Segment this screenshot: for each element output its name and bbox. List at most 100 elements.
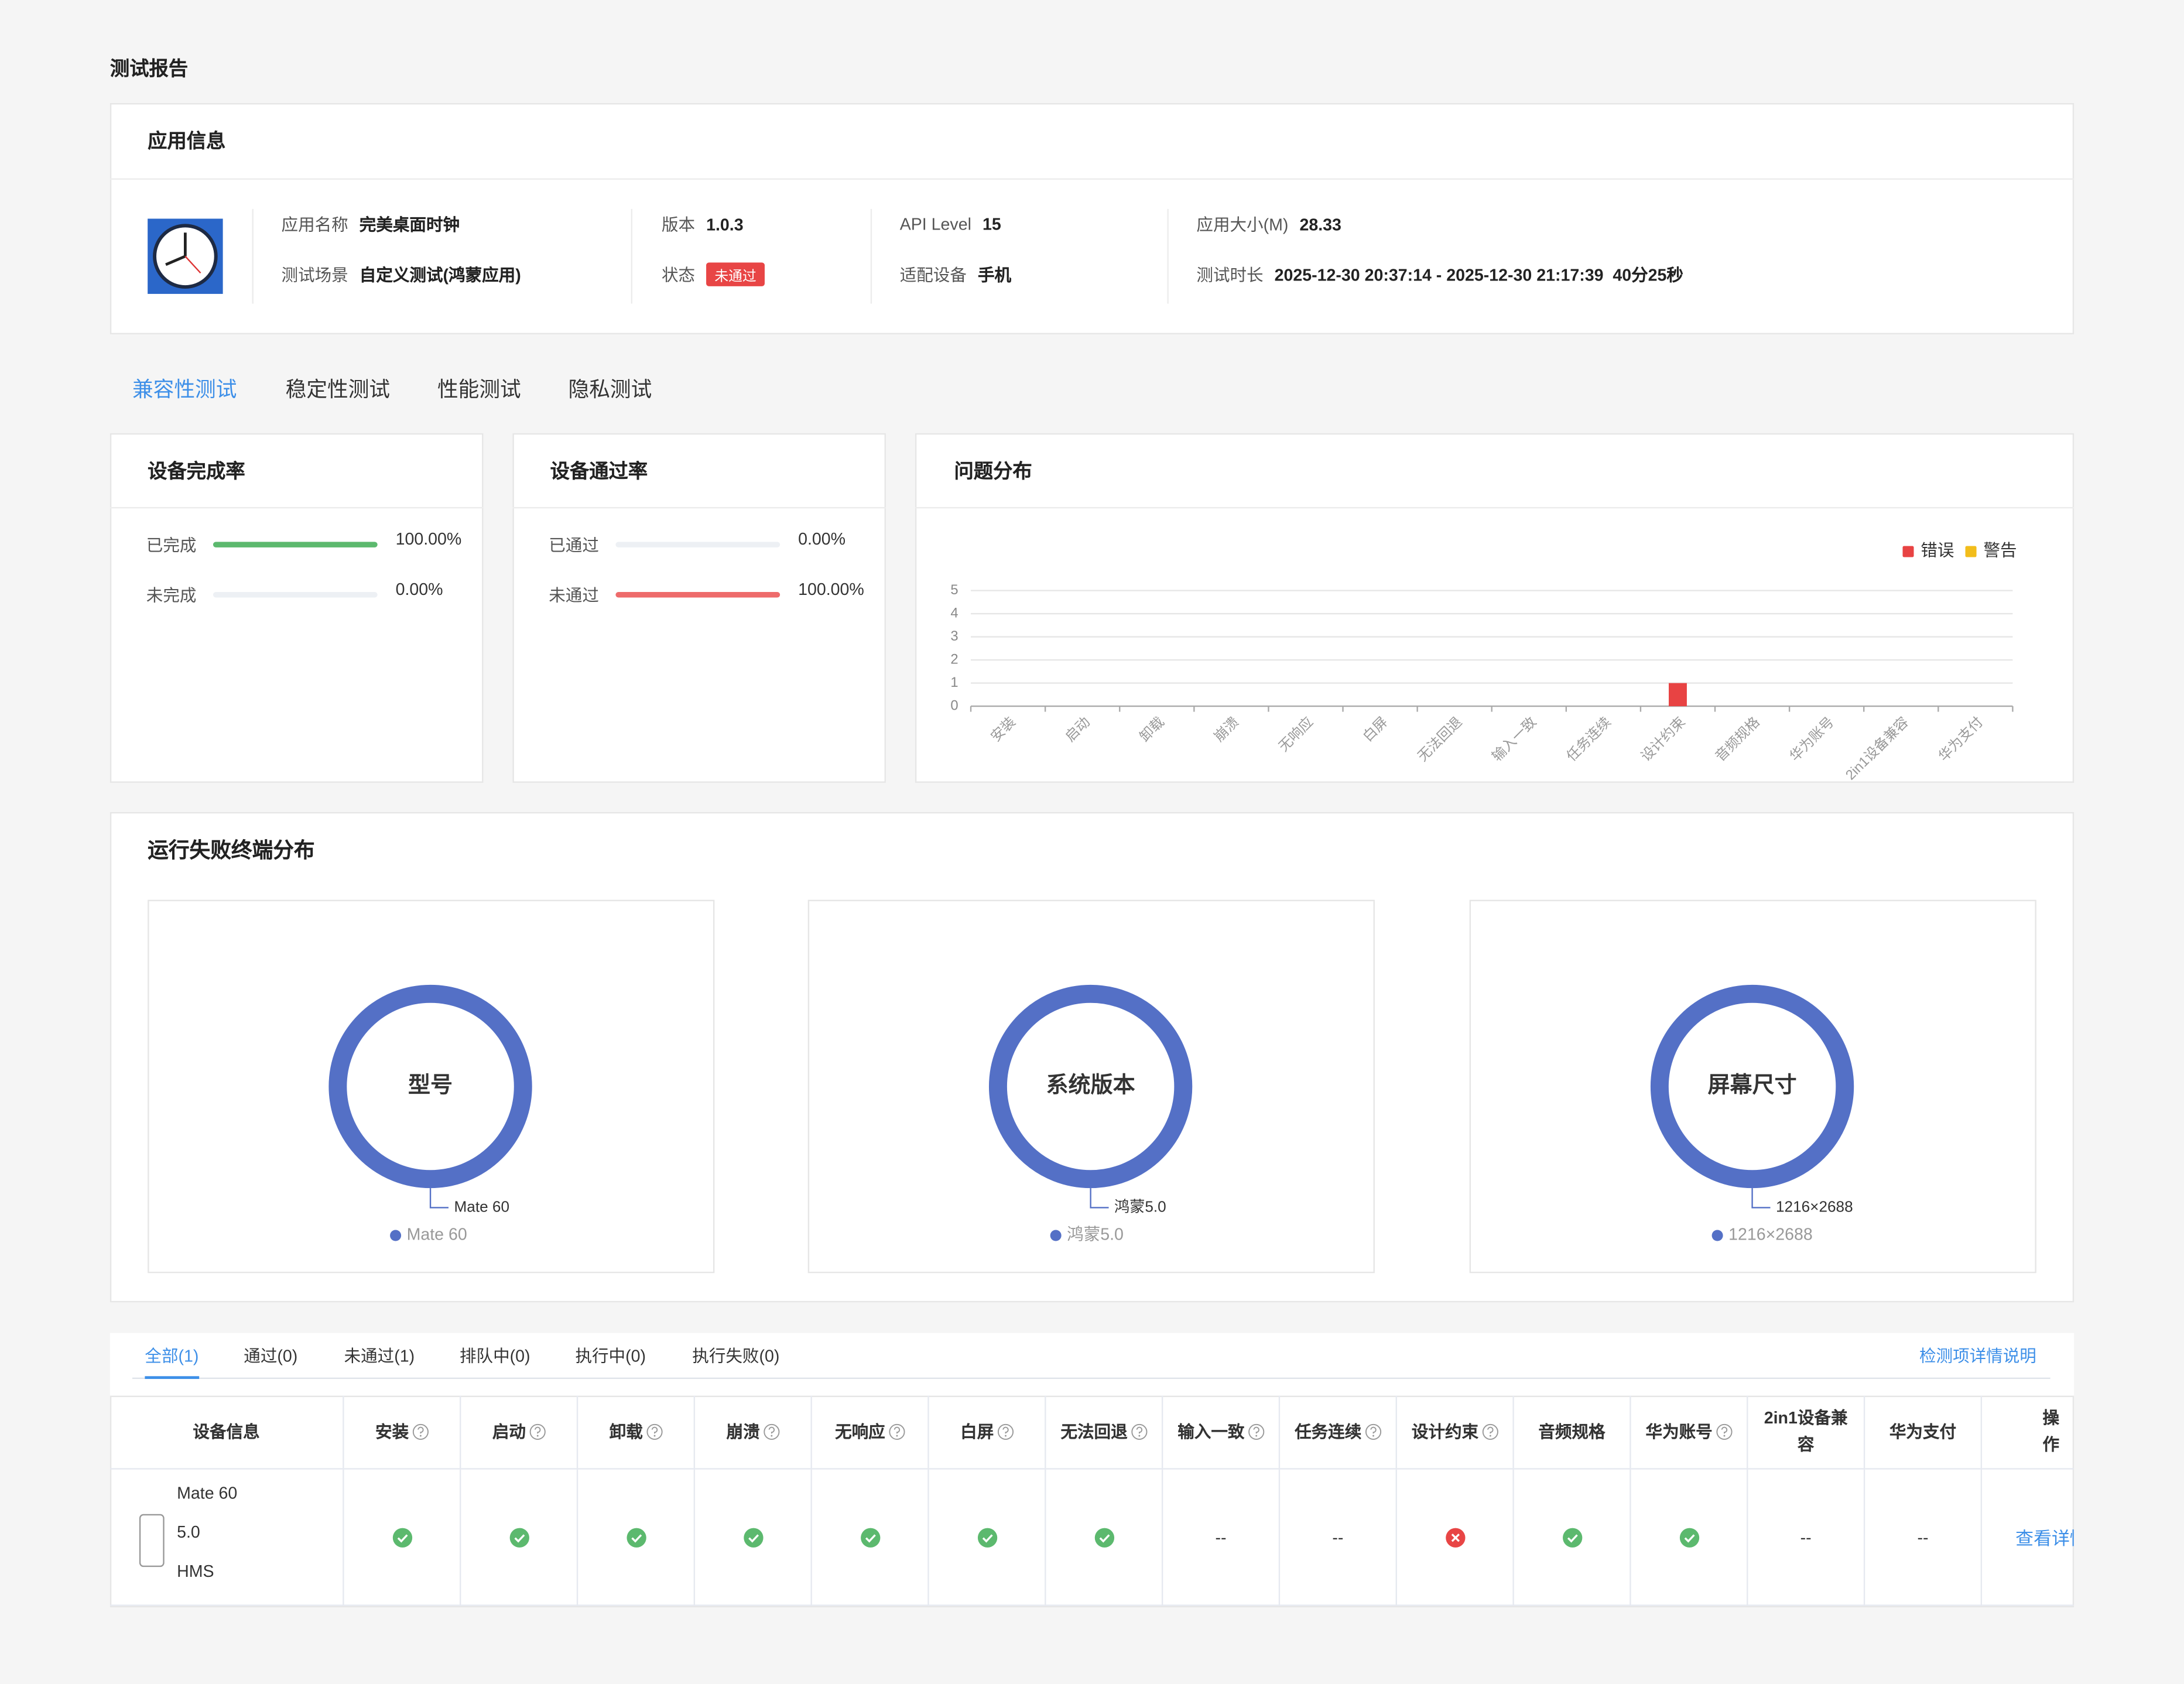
column-header: 输入一致: [1177, 1421, 1245, 1441]
column-header: 白屏: [960, 1421, 994, 1441]
section-title: 运行失败终端分布: [148, 839, 315, 863]
help-dot: [895, 1435, 898, 1437]
field-value: 1.0.3: [706, 214, 744, 234]
table-cell: 2in1设备兼容: [1748, 1395, 1865, 1470]
field-label: 版本: [661, 215, 696, 235]
filter-tab[interactable]: 执行中(0): [575, 1346, 646, 1366]
icon: [860, 1527, 880, 1547]
help-mark: [1370, 1426, 1376, 1434]
table-cell: --: [1280, 1469, 1397, 1606]
table-cell: [578, 1469, 696, 1606]
help-mark: [893, 1426, 899, 1434]
status-glyph: [864, 1534, 875, 1542]
column-header: 2in1设备兼容: [1764, 1408, 1848, 1454]
card: [109, 433, 484, 783]
info-field: 应用大小(M) 28.33: [1196, 213, 1341, 236]
icon: [1364, 1423, 1381, 1440]
divider: [252, 208, 254, 304]
table-cell: 白屏: [929, 1395, 1046, 1470]
status-text: --: [1917, 1527, 1929, 1547]
help-mark: [1252, 1426, 1259, 1434]
tab[interactable]: 隐私测试: [568, 378, 652, 402]
table-cell: 安装: [344, 1395, 461, 1470]
help-dot: [653, 1435, 655, 1437]
detail-link[interactable]: 检测项详情说明: [1919, 1346, 2036, 1366]
icon: [1247, 1423, 1264, 1440]
action-link[interactable]: 查看详情: [2015, 1528, 2074, 1549]
column-header: 音频规格: [1538, 1421, 1606, 1441]
help-dot: [770, 1435, 772, 1437]
table-cell: 启动: [461, 1395, 578, 1470]
tab[interactable]: 兼容性测试: [132, 378, 237, 402]
table-cell: 任务连续: [1280, 1395, 1397, 1470]
table-cell: 设计约束: [1396, 1395, 1514, 1470]
help-circle: [646, 1423, 662, 1440]
column-header: 无法回退: [1060, 1421, 1128, 1441]
column-header: 崩溃: [726, 1421, 760, 1441]
column-header: 启动: [492, 1421, 526, 1441]
progress-value: 0.00%: [798, 529, 846, 549]
help-dot: [1371, 1435, 1374, 1437]
chart-title: 问题分布: [954, 460, 1032, 482]
filter-tab[interactable]: 排队中(0): [460, 1346, 530, 1366]
progress-bar: [615, 592, 781, 598]
chart-box: [148, 899, 715, 1274]
icon: [1445, 1527, 1465, 1547]
table-cell: --: [1865, 1469, 1983, 1606]
icon: [1716, 1423, 1732, 1440]
device-info: Mate 60: [177, 1483, 238, 1503]
field-label: 适配设备: [899, 265, 967, 285]
status-pass: [1094, 1527, 1114, 1547]
help-dot: [1004, 1435, 1006, 1437]
field-value: 2025-12-30 20:37:14 - 2025-12-30 21:17:3…: [1274, 265, 1683, 285]
help-circle: [1364, 1423, 1381, 1440]
progress-value: 0.00%: [395, 579, 443, 599]
card-title: 设备通过率: [550, 460, 648, 482]
help-dot: [536, 1435, 538, 1437]
filter-tab[interactable]: 未通过(1): [344, 1346, 415, 1366]
chart-box: [1469, 899, 2036, 1274]
table-cell: [929, 1469, 1046, 1606]
icon: [509, 1527, 529, 1547]
section-title: 应用信息: [148, 129, 226, 152]
device-info: 5.0: [177, 1522, 200, 1542]
info-field: 状态 未通过: [662, 262, 765, 286]
card-title: 设备完成率: [148, 460, 245, 482]
status-text: --: [1800, 1527, 1812, 1547]
filter-tab[interactable]: 通过(0): [244, 1346, 298, 1366]
progress-track: [615, 542, 781, 547]
icon: [1131, 1423, 1147, 1440]
tab[interactable]: 稳定性测试: [285, 378, 391, 402]
icon: [412, 1423, 428, 1440]
column-header: 设计约束: [1411, 1421, 1479, 1441]
field-value: 未通过: [706, 262, 765, 286]
table-cell: 音频规格: [1514, 1395, 1631, 1470]
table-cell: 华为账号: [1631, 1395, 1748, 1470]
info-field: 测试时长 2025-12-30 20:37:14 - 2025-12-30 21:…: [1196, 262, 1683, 286]
help-mark: [1135, 1426, 1142, 1434]
tab[interactable]: 性能测试: [437, 378, 521, 402]
filter-tab[interactable]: 全部(1): [145, 1346, 199, 1366]
progress-label: 未通过: [549, 586, 599, 605]
table-cell: [695, 1469, 812, 1606]
help-circle: [888, 1423, 905, 1440]
help-mark: [1002, 1426, 1008, 1434]
table-cell: [1396, 1469, 1514, 1606]
field-label: 测试场景: [281, 265, 348, 285]
progress-label: 已完成: [146, 535, 197, 555]
status-glyph: [981, 1534, 992, 1542]
divider: [132, 1377, 2051, 1380]
help-circle: [1131, 1423, 1147, 1440]
icon: [529, 1423, 545, 1440]
divider: [512, 506, 886, 509]
help-circle: [412, 1423, 428, 1440]
help-dot: [419, 1435, 421, 1437]
status-pass: [860, 1527, 880, 1547]
table-cell: 卸载: [578, 1395, 696, 1470]
status-pass: [977, 1527, 997, 1547]
info-field: 适配设备 手机: [900, 262, 1011, 286]
icon: [977, 1527, 997, 1547]
filter-tab[interactable]: 执行失败(0): [692, 1346, 780, 1366]
table-cell: [109, 1469, 344, 1606]
